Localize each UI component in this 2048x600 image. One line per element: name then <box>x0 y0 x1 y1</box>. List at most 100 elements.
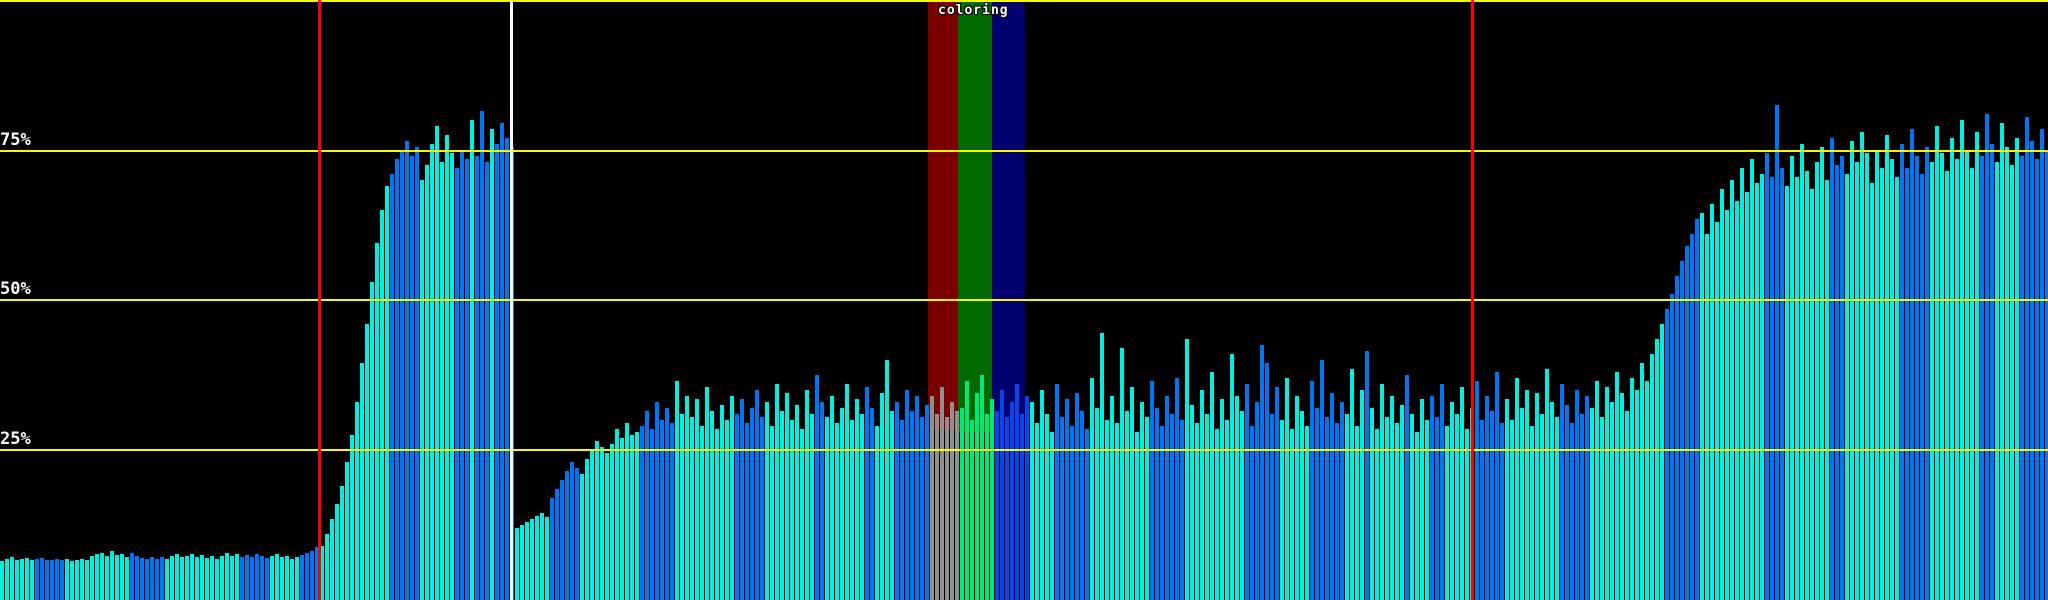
bar <box>1160 426 1164 600</box>
bar <box>1630 378 1634 600</box>
bar <box>1790 156 1794 600</box>
bar <box>1145 417 1149 600</box>
bar <box>1060 417 1064 600</box>
bar <box>355 402 359 600</box>
bar <box>2025 117 2029 600</box>
bar <box>60 560 64 600</box>
bar <box>50 559 54 600</box>
bar <box>1705 234 1709 600</box>
bar <box>360 363 364 600</box>
bar <box>665 408 669 600</box>
bar <box>310 550 314 600</box>
bar <box>1205 414 1209 600</box>
bar <box>1520 408 1524 600</box>
bar <box>540 513 544 600</box>
bar <box>910 411 914 600</box>
bar <box>520 525 524 600</box>
bar <box>965 381 969 600</box>
bar <box>905 390 909 600</box>
bar <box>1055 384 1059 600</box>
bar <box>2015 138 2019 600</box>
bar <box>1590 408 1594 600</box>
bar <box>1565 405 1569 600</box>
bar <box>795 405 799 600</box>
bar <box>2040 129 2044 600</box>
bar <box>5 559 9 600</box>
bar <box>1240 411 1244 600</box>
bar <box>1120 348 1124 600</box>
bar <box>1830 138 1834 600</box>
bar <box>1065 399 1069 600</box>
bar <box>890 411 894 600</box>
bar <box>70 561 74 600</box>
bar <box>165 559 169 600</box>
bar <box>1505 399 1509 600</box>
bar <box>955 411 959 600</box>
bar <box>1085 429 1089 600</box>
bar <box>1125 411 1129 600</box>
bar <box>1815 162 1819 600</box>
bar <box>365 324 369 600</box>
bar <box>1440 384 1444 600</box>
bar <box>1245 384 1249 600</box>
bar <box>1500 423 1504 600</box>
bar <box>2030 141 2034 600</box>
bar <box>1580 414 1584 600</box>
bar <box>235 554 239 600</box>
bar <box>985 414 989 600</box>
bar <box>1720 189 1724 600</box>
bar <box>245 555 249 600</box>
bar <box>1190 405 1194 600</box>
bar <box>1290 429 1294 600</box>
bar <box>1800 144 1804 600</box>
bar <box>1050 432 1054 600</box>
bar <box>115 555 119 600</box>
bar <box>1835 165 1839 600</box>
bar <box>185 555 189 600</box>
bar <box>1715 222 1719 600</box>
bar <box>1980 156 1984 600</box>
bar <box>1400 405 1404 600</box>
bar <box>1175 378 1179 600</box>
bar <box>855 399 859 600</box>
bar <box>45 560 49 600</box>
bar <box>1855 162 1859 600</box>
bar <box>255 553 259 600</box>
bar <box>770 426 774 600</box>
bar <box>430 144 434 600</box>
bar <box>1320 360 1324 600</box>
bar <box>1740 168 1744 600</box>
bar <box>1585 396 1589 600</box>
bar <box>480 111 484 600</box>
marker-line-red-1 <box>318 0 321 600</box>
bar <box>1100 333 1104 600</box>
bar <box>930 396 934 600</box>
bar <box>180 557 184 600</box>
bar <box>1895 177 1899 600</box>
bar <box>65 559 69 600</box>
bar <box>10 556 14 600</box>
bar <box>1845 174 1849 600</box>
bar <box>285 555 289 600</box>
bar <box>330 519 334 600</box>
bar <box>675 381 679 600</box>
bar <box>1090 378 1094 600</box>
bar <box>125 556 129 600</box>
bar <box>1955 159 1959 600</box>
bar <box>335 504 339 600</box>
bar <box>395 159 399 600</box>
bar <box>835 423 839 600</box>
bar <box>810 414 814 600</box>
bar <box>1990 144 1994 600</box>
bar <box>945 417 949 600</box>
bar <box>670 423 674 600</box>
bar <box>275 554 279 600</box>
bar <box>435 126 439 600</box>
bar <box>230 556 234 600</box>
bar <box>530 519 534 600</box>
bar <box>315 547 319 600</box>
bar <box>1620 393 1624 600</box>
bar <box>1525 390 1529 600</box>
bar <box>350 435 354 600</box>
